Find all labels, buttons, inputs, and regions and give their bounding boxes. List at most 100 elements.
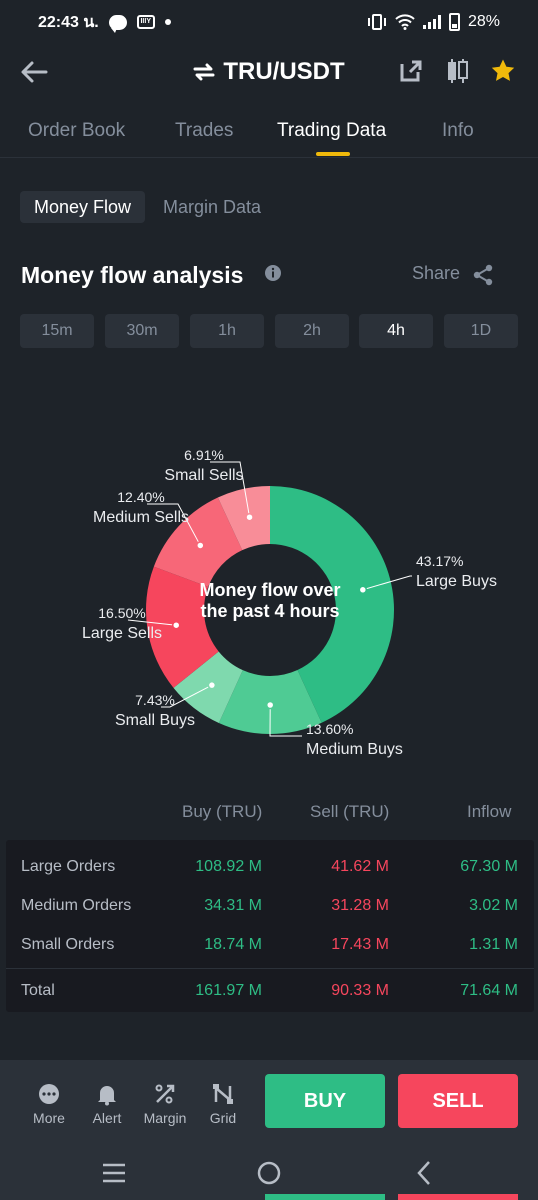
battery-icon (448, 13, 460, 31)
bottom-action-bar: More Alert Margin Grid BUY SELL (0, 1060, 538, 1200)
slice-marker-dot (265, 700, 275, 710)
row-buy: 18.74 M (204, 936, 262, 953)
tab-trading-data[interactable]: Trading Data (277, 120, 387, 141)
alert-button[interactable]: Alert (80, 1082, 134, 1126)
slice-marker-dot (171, 620, 181, 630)
buy-button[interactable]: BUY (265, 1074, 385, 1128)
row-inflow: 67.30 M (460, 858, 518, 875)
time-range-1h[interactable]: 1h (190, 314, 264, 348)
chart-center-text-line1: Money flow over (199, 580, 340, 600)
home-icon[interactable] (256, 1160, 282, 1186)
slice-percent-label: 43.17% (416, 553, 463, 569)
margin-button[interactable]: Margin (138, 1082, 192, 1126)
pair-title[interactable]: TRU/USDT (0, 58, 538, 86)
time-range-15m[interactable]: 15m (20, 314, 94, 348)
more-label: More (33, 1110, 65, 1126)
col-header-sell: Sell (TRU) (310, 802, 390, 821)
slice-marker-dot (358, 585, 368, 595)
media-notification-icon: IIIY (136, 15, 155, 29)
slice-leader-line (161, 684, 213, 708)
col-header-buy: Buy (TRU) (182, 802, 263, 821)
external-link-icon[interactable] (398, 58, 424, 84)
slice-name-label: Small Buys (115, 712, 195, 729)
slice-leader-line (147, 503, 201, 546)
grid-button[interactable]: Grid (196, 1082, 250, 1126)
recent-apps-icon[interactable] (101, 1160, 127, 1186)
total-buy: 161.97 M (195, 982, 262, 999)
slice-percent-label: 16.50% (98, 605, 145, 621)
slice-leader-line (210, 461, 251, 518)
subtab-margin-data[interactable]: Margin Data (163, 197, 262, 217)
slice-percent-label: 6.91% (184, 447, 224, 463)
wifi-icon (395, 14, 415, 30)
swap-icon (193, 63, 215, 81)
row-sell: 31.28 M (331, 897, 389, 914)
system-nav-bar (0, 1150, 538, 1200)
header: TRU/USDT (0, 44, 538, 102)
alert-label: Alert (92, 1110, 122, 1126)
candlestick-chart-icon[interactable] (444, 58, 470, 84)
table-total-row: Total 161.97 M 90.33 M 71.64 M (6, 982, 534, 1006)
time-range-2h[interactable]: 2h (275, 314, 349, 348)
info-icon[interactable] (264, 264, 282, 282)
subtab-money-flow[interactable]: Money Flow (20, 191, 146, 223)
time-range-1d[interactable]: 1D (444, 314, 518, 348)
more-button[interactable]: More (22, 1082, 76, 1126)
ghost-buy-edge (265, 1194, 385, 1200)
donut-slice-large-buys[interactable] (270, 486, 394, 723)
battery-percent: 28% (467, 13, 500, 30)
slice-name-label: Large Sells (82, 625, 162, 642)
section-title: Money flow analysis (21, 262, 244, 288)
table-row: Small Orders 18.74 M 17.43 M 1.31 M (6, 936, 534, 960)
tab-trades[interactable]: Trades (175, 120, 234, 141)
more-notifications-dot-icon (164, 19, 171, 25)
status-time: 22:43 น. (38, 13, 99, 31)
money-flow-donut-chart: 43.17% Large Buys 13.60% Medium Buys 7.43% Sm… (82, 447, 497, 758)
chat-notification-icon (108, 14, 127, 33)
slice-name-label: Medium Sells (93, 509, 189, 526)
share-icon[interactable] (471, 263, 495, 287)
table-row: Medium Orders 34.31 M 31.28 M 3.02 M (6, 897, 534, 921)
margin-icon (155, 1084, 175, 1104)
tab-info[interactable]: Info (442, 120, 474, 141)
row-inflow: 3.02 M (469, 897, 518, 914)
row-sell: 41.62 M (331, 858, 389, 875)
grid-bot-icon (213, 1084, 233, 1104)
total-sell: 90.33 M (331, 982, 389, 999)
bell-icon (98, 1086, 116, 1106)
sell-button[interactable]: SELL (398, 1074, 518, 1128)
slice-name-label: Medium Buys (306, 741, 403, 758)
signal-icon (422, 15, 441, 29)
row-label: Large Orders (21, 858, 116, 875)
favorite-star-icon[interactable] (490, 58, 516, 84)
pair-title-text: TRU/USDT (223, 58, 345, 85)
time-range-30m[interactable]: 30m (105, 314, 179, 348)
slice-name-label: Large Buys (416, 573, 497, 590)
status-bar: 22:43 น. IIIY 28% (0, 0, 538, 44)
table-divider (6, 968, 534, 969)
slice-percent-label: 13.60% (306, 721, 353, 737)
slice-leader-line (362, 575, 412, 591)
donut-slice-large-sells[interactable] (146, 566, 219, 688)
vibrate-icon (367, 14, 386, 30)
donut-slice-small-sells[interactable] (217, 486, 270, 551)
row-label: Small Orders (21, 936, 115, 953)
slice-percent-label: 12.40% (117, 489, 164, 505)
row-buy: 108.92 M (195, 858, 262, 875)
time-range-4h[interactable]: 4h (359, 314, 433, 348)
row-label: Medium Orders (21, 897, 132, 914)
slice-marker-dot (196, 541, 205, 550)
system-back-icon[interactable] (412, 1160, 438, 1186)
row-inflow: 1.31 M (469, 936, 518, 953)
slice-name-label: Small Sells (164, 467, 243, 484)
tab-order-book[interactable]: Order Book (28, 120, 126, 141)
total-label: Total (21, 982, 55, 999)
margin-label: Margin (143, 1110, 187, 1126)
slice-leader-line (269, 704, 302, 737)
slice-leader-line (127, 619, 177, 626)
chart-center-text-line2: the past 4 hours (200, 601, 339, 621)
slice-marker-dot (245, 512, 254, 522)
back-arrow-icon[interactable] (20, 60, 48, 84)
ghost-sell-edge (398, 1194, 518, 1200)
share-label[interactable]: Share (412, 263, 461, 283)
